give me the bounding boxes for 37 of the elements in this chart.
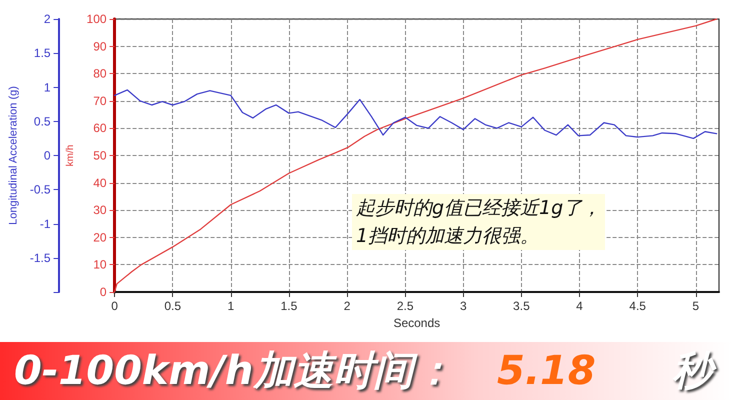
- y-axis-title: km/h: [65, 144, 76, 166]
- x-tick-label: 0.5: [164, 299, 182, 313]
- y-tick-label: 90: [93, 39, 107, 54]
- text: 0-100km/h加速时间：: [14, 347, 454, 396]
- y-tick-label: 40: [93, 176, 107, 190]
- y-tick-label: 70: [93, 94, 107, 108]
- y-tick-label: 0: [100, 285, 107, 299]
- y-tick-label: 20: [93, 230, 107, 244]
- y-tick-label: 60: [93, 121, 107, 136]
- x-tick-label: 1.5: [280, 299, 298, 313]
- line-series: [114, 89, 718, 140]
- y-tick-label: 30: [93, 203, 107, 218]
- y2-tick-label: 0.5: [34, 114, 51, 128]
- y2-tick-label: 1.5: [34, 46, 51, 60]
- y-tick-label: 50: [93, 148, 107, 162]
- y-tick-label: 80: [93, 66, 107, 81]
- x-tick-label: 5: [692, 299, 700, 313]
- y2-tick-label: -0.5: [30, 182, 51, 197]
- y2-tick-label: -1.5: [30, 250, 51, 265]
- text: 5.18: [497, 347, 596, 396]
- x-tick-label: 2: [344, 299, 351, 313]
- y-tick-label: 100: [86, 12, 107, 26]
- y-tick-label: 10: [93, 258, 107, 272]
- x-tick-label: 2.5: [396, 299, 414, 313]
- y2-axis-title: Longitudinal Acceleration (g): [8, 86, 20, 225]
- y2-tick-label: 2: [44, 12, 51, 26]
- y2-tick-label: 1: [44, 80, 51, 94]
- y2-tick-label: -1: [40, 216, 51, 231]
- annotation: 起步时的g值已经接近1g了， 1挡时的加速力很强。: [352, 194, 606, 250]
- x-axis-title: Seconds: [393, 316, 440, 330]
- x-tick-label: 3.5: [513, 299, 530, 313]
- x-tick-label: 4: [576, 299, 584, 313]
- x-tick-label: 3: [460, 299, 467, 313]
- x-tick-label: 4.5: [629, 299, 646, 313]
- y2-tick-label: 0: [44, 148, 51, 162]
- x-tick-label: 1: [227, 299, 234, 313]
- x-tick-label: 0: [111, 299, 118, 313]
